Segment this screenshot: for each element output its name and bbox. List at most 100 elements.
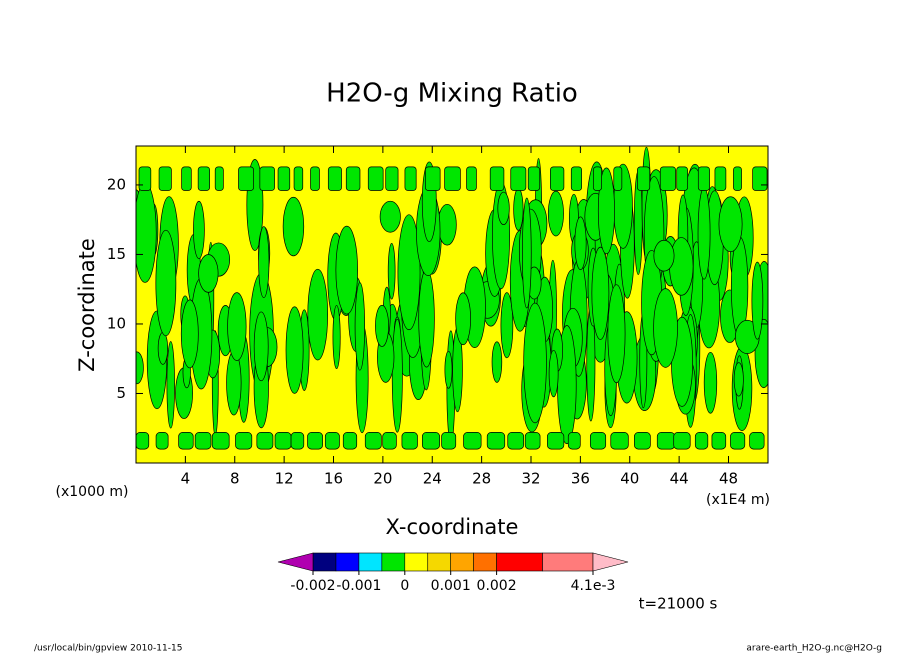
contour-patch [158,166,172,191]
y-tick-label: 20 [107,175,126,193]
contour-patch [547,190,564,237]
contour-patch [522,197,532,309]
contour-patch [613,166,623,191]
colorbar-tick-label: -0.002 [290,578,335,594]
contour-patch [367,166,384,191]
contour-patch [441,432,457,450]
contour-patch [486,432,506,450]
contour-patch [332,305,341,370]
contour-patch [310,166,320,191]
y-tick-label: 15 [107,245,126,263]
contour-patch [659,166,676,191]
contour-patch [138,166,152,191]
contour-patch [253,311,269,382]
contour-patch [404,166,417,191]
y-tick-label: 5 [116,384,126,402]
contour-patch [697,166,710,191]
contour-patch [211,432,230,450]
contour-patch [437,203,457,246]
contour-patch [570,166,582,191]
contour-patch [510,166,527,191]
contour-patch [258,226,270,298]
contour-patch [277,166,291,191]
contour-patch [421,432,440,450]
contour-patch [547,432,565,450]
chart-title: H2O-g Mixing Ratio [326,79,578,109]
x-tick-label: 28 [472,470,491,488]
contour-patch [226,350,242,416]
contour-patch [157,331,169,365]
x-tick-label: 36 [571,470,590,488]
y-tick-label: 10 [107,314,126,332]
x-tick-label: 20 [373,470,392,488]
contour-patch [354,282,366,371]
colorbar-under [277,552,314,572]
contour-patch [711,432,727,450]
colorbar-cell [542,552,594,572]
contour-patch [676,166,688,191]
contour-patch [500,292,514,359]
contour-patch [342,432,358,450]
contour-patch [307,432,323,450]
colorbar-tick-label: -0.001 [336,578,381,594]
contour-patch [703,351,718,414]
contour-patch [285,306,304,394]
x-tick-label: 32 [521,470,540,488]
contour-patch [653,288,678,368]
contour-patch [214,166,224,191]
contour-patch [669,237,694,296]
contour-patch [653,239,675,272]
contour-patch [751,261,764,340]
contour-patch [197,166,210,191]
contour-patch [387,242,396,300]
contour-patch [714,166,727,191]
contour-patch [527,166,541,191]
time-label: t=21000 s [639,595,718,613]
colorbar-cell [335,552,360,572]
contour-patch [155,432,169,450]
contour-patch [697,187,711,280]
contour-patch [694,432,709,450]
x-tick-label: 44 [670,470,689,488]
contour-patch [401,432,418,450]
contour-patch [194,432,212,450]
contour-patch [166,341,175,429]
contour-patch [335,225,358,315]
colorbar-cell [404,552,429,572]
contour-patch [198,254,219,293]
contour-patch [136,182,157,283]
contour-patch [193,200,205,259]
colorbar-tick-label: 4.1e-3 [571,578,616,594]
contour-patch [155,229,177,337]
contour-patch [591,246,610,340]
contour-patch [749,432,765,450]
contour-patch [444,166,461,191]
contour-patch [178,432,194,450]
footer-right: arare-earth_H2O-g.nc@H2O-g [746,644,882,654]
contour-patch [227,292,247,361]
colorbar-over [592,552,629,572]
contour-patch [466,166,477,191]
contour-patch [656,432,676,450]
contour-patch [752,166,768,191]
contour-patch [733,166,742,191]
contour-patch [497,191,510,225]
x-tick-label: 40 [620,470,639,488]
contour-patch [397,214,421,331]
contour-patch [136,432,150,450]
contour-patch [507,432,524,450]
contour-field [136,146,768,463]
contour-patch [391,318,403,433]
contour-patch [491,341,503,383]
x-tick-label: 16 [324,470,343,488]
x-tick-label: 8 [230,470,240,488]
plot-frame [135,145,769,464]
x-tick-label: 48 [719,470,738,488]
colorbar-cell [358,552,383,572]
colorbar-cell [496,552,543,572]
contour-patch [733,362,744,397]
x-unit: (x1E4 m) [706,492,770,508]
colorbar-tick-label: 0 [400,578,409,594]
contour-patch [548,349,559,398]
contour-patch [463,432,482,450]
